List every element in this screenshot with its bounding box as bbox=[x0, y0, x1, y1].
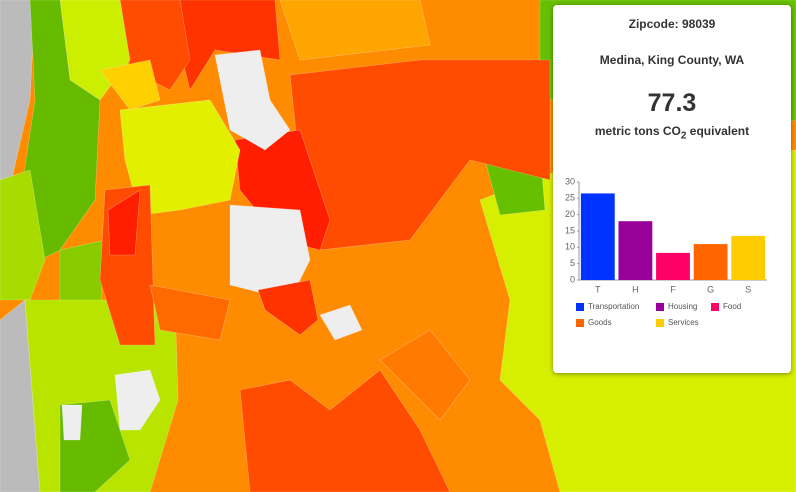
bar bbox=[656, 252, 690, 280]
x-tick-label: S bbox=[745, 284, 751, 294]
bar bbox=[693, 244, 728, 280]
region bbox=[279, 0, 431, 61]
x-tick-label: H bbox=[632, 284, 639, 294]
legend-swatch bbox=[656, 319, 664, 327]
bar bbox=[731, 235, 766, 280]
region bbox=[149, 284, 231, 341]
y-tick-label: 10 bbox=[565, 242, 575, 252]
bar bbox=[580, 193, 615, 280]
x-tick-label: T bbox=[595, 284, 601, 294]
unit-text: equivalent bbox=[686, 124, 750, 138]
popup: Zipcode: 98039 Medina, King County, WA 7… bbox=[553, 5, 791, 373]
chart: 0 5 10 15 20 25 30 T H F G S Transportation Housing Fo… bbox=[565, 176, 767, 327]
y-tick-label: 25 bbox=[565, 193, 575, 203]
y-tick-label: 5 bbox=[570, 258, 575, 268]
region bbox=[379, 329, 471, 421]
region bbox=[319, 304, 363, 341]
region bbox=[239, 369, 451, 492]
y-tick-label: 15 bbox=[565, 225, 575, 235]
y-tick-label: 0 bbox=[570, 274, 575, 284]
x-tick-label: G bbox=[707, 284, 714, 294]
region bbox=[0, 169, 46, 301]
y-tick-label: 30 bbox=[565, 176, 575, 186]
region bbox=[234, 129, 331, 251]
legend-swatch bbox=[576, 303, 584, 311]
total: 77.3 bbox=[647, 89, 697, 117]
region bbox=[107, 189, 141, 256]
legend-label: Transportation bbox=[588, 302, 639, 311]
x-tick-label: F bbox=[670, 284, 676, 294]
region bbox=[229, 204, 311, 301]
region bbox=[99, 59, 161, 111]
legend-swatch bbox=[656, 303, 664, 311]
place: Medina, King County, WA bbox=[599, 53, 745, 67]
region bbox=[114, 369, 161, 431]
region bbox=[214, 49, 291, 151]
legend-label: Goods bbox=[588, 318, 612, 327]
unit-text: metric tons CO bbox=[594, 124, 681, 138]
unit-sub: 2 bbox=[680, 130, 687, 142]
legend-label: Services bbox=[668, 318, 699, 327]
water bbox=[0, 299, 41, 492]
water bbox=[0, 0, 36, 231]
legend-swatch bbox=[711, 303, 719, 311]
region bbox=[19, 0, 101, 261]
region bbox=[61, 404, 83, 441]
unit: metric tons CO2 equivalent bbox=[553, 124, 791, 141]
region bbox=[257, 279, 319, 336]
zipcode: Zipcode: 98039 bbox=[628, 17, 716, 31]
legend-label: Food bbox=[723, 302, 741, 311]
legend-label: Housing bbox=[668, 302, 697, 311]
legend-swatch bbox=[576, 319, 584, 327]
bar bbox=[618, 221, 653, 280]
y-tick-label: 20 bbox=[565, 209, 575, 219]
